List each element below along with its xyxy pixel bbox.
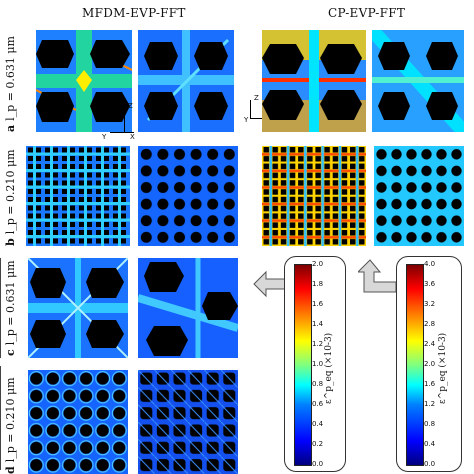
row-label-c: cl_p = 0.631 μm [4, 260, 17, 356]
panel-b-cp-right [374, 146, 464, 246]
axis-y-label: Y [102, 133, 107, 141]
heading-cp: CP-EVP-FFT [328, 6, 406, 20]
panel-a-mfdm-left [36, 30, 132, 132]
row-label-a: al_p = 0.631 μm [4, 36, 17, 132]
colorbar-2-tick: 3.2 [424, 300, 436, 308]
heading-mfdm: MFDM-EVP-FFT [82, 6, 186, 20]
colorbar-1-tick: 0.4 [312, 420, 324, 428]
panel-c-mfdm-left [28, 258, 128, 358]
axis2-x-line [250, 118, 262, 119]
panel-a-mfdm-right [138, 30, 234, 132]
panel-a-cp-left [262, 30, 366, 132]
axis2-z-line [250, 100, 251, 118]
colorbar-2-tick: 1.6 [424, 380, 436, 388]
colorbar-2-label: ε^p_eq (×10-3) [438, 332, 448, 404]
axis-x-label: X [130, 133, 135, 141]
colorbar-1-tick: 0.6 [312, 400, 324, 408]
panel-d-mfdm-left [28, 370, 128, 474]
colorbar-1-tick: 0.0 [312, 460, 324, 468]
arrow-left-2 [358, 259, 397, 293]
arrow-left-1 [253, 270, 287, 298]
bracket-d [0, 366, 1, 470]
colorbar-2-tick: 0.4 [424, 440, 436, 448]
colorbar-2-tick: 2.4 [424, 340, 436, 348]
colorbar-2 [406, 264, 424, 466]
axis-x-line [124, 132, 134, 133]
row-label-d: dl_p = 0.210 μm [4, 377, 17, 474]
colorbar-1-tick: 2.0 [312, 260, 324, 268]
colorbar-1-tick: 1.2 [312, 340, 324, 348]
axis-y-line [110, 132, 124, 133]
axis-z-label: Z [128, 102, 133, 110]
axes-triad-right: Z Y [244, 94, 264, 124]
panel-a-cp-right [372, 30, 464, 132]
colorbar-2-tick: 0.0 [424, 460, 436, 468]
axis-z-line [124, 110, 125, 132]
colorbar-1-tick: 0.8 [312, 380, 324, 388]
axis2-z-label: Z [254, 94, 259, 102]
colorbar-2-tick: 2.0 [424, 360, 436, 368]
panel-b-mfdm-right [138, 146, 238, 246]
colorbar-1-tick: 1.0 [312, 360, 324, 368]
axes-triad: Z Y X [102, 102, 135, 141]
colorbar-1-tick: 1.8 [312, 280, 324, 288]
colorbar-2-tick: 3.6 [424, 280, 436, 288]
axis2-y-label: Y [244, 116, 249, 124]
colorbar-1-tick: 1.4 [312, 320, 324, 328]
colorbar-2-tick: 2.8 [424, 320, 436, 328]
colorbar-1 [294, 264, 312, 466]
colorbar-1-tick: 0.2 [312, 440, 324, 448]
colorbar-1-label: ε^p_eq (×10-3) [324, 332, 334, 404]
colorbar-2-tick: 1.2 [424, 400, 436, 408]
panel-b-mfdm-left [26, 146, 130, 246]
colorbar-2-tick: 4.0 [424, 260, 436, 268]
row-label-b: bl_p = 0.210 μm [4, 149, 17, 246]
panel-b-cp-left [262, 146, 366, 246]
bracket-c [0, 258, 1, 358]
panel-d-mfdm-right [138, 370, 238, 474]
colorbar-2-tick: 0.8 [424, 420, 436, 428]
panel-c-mfdm-right [138, 258, 238, 358]
colorbar-1-tick: 1.6 [312, 300, 324, 308]
